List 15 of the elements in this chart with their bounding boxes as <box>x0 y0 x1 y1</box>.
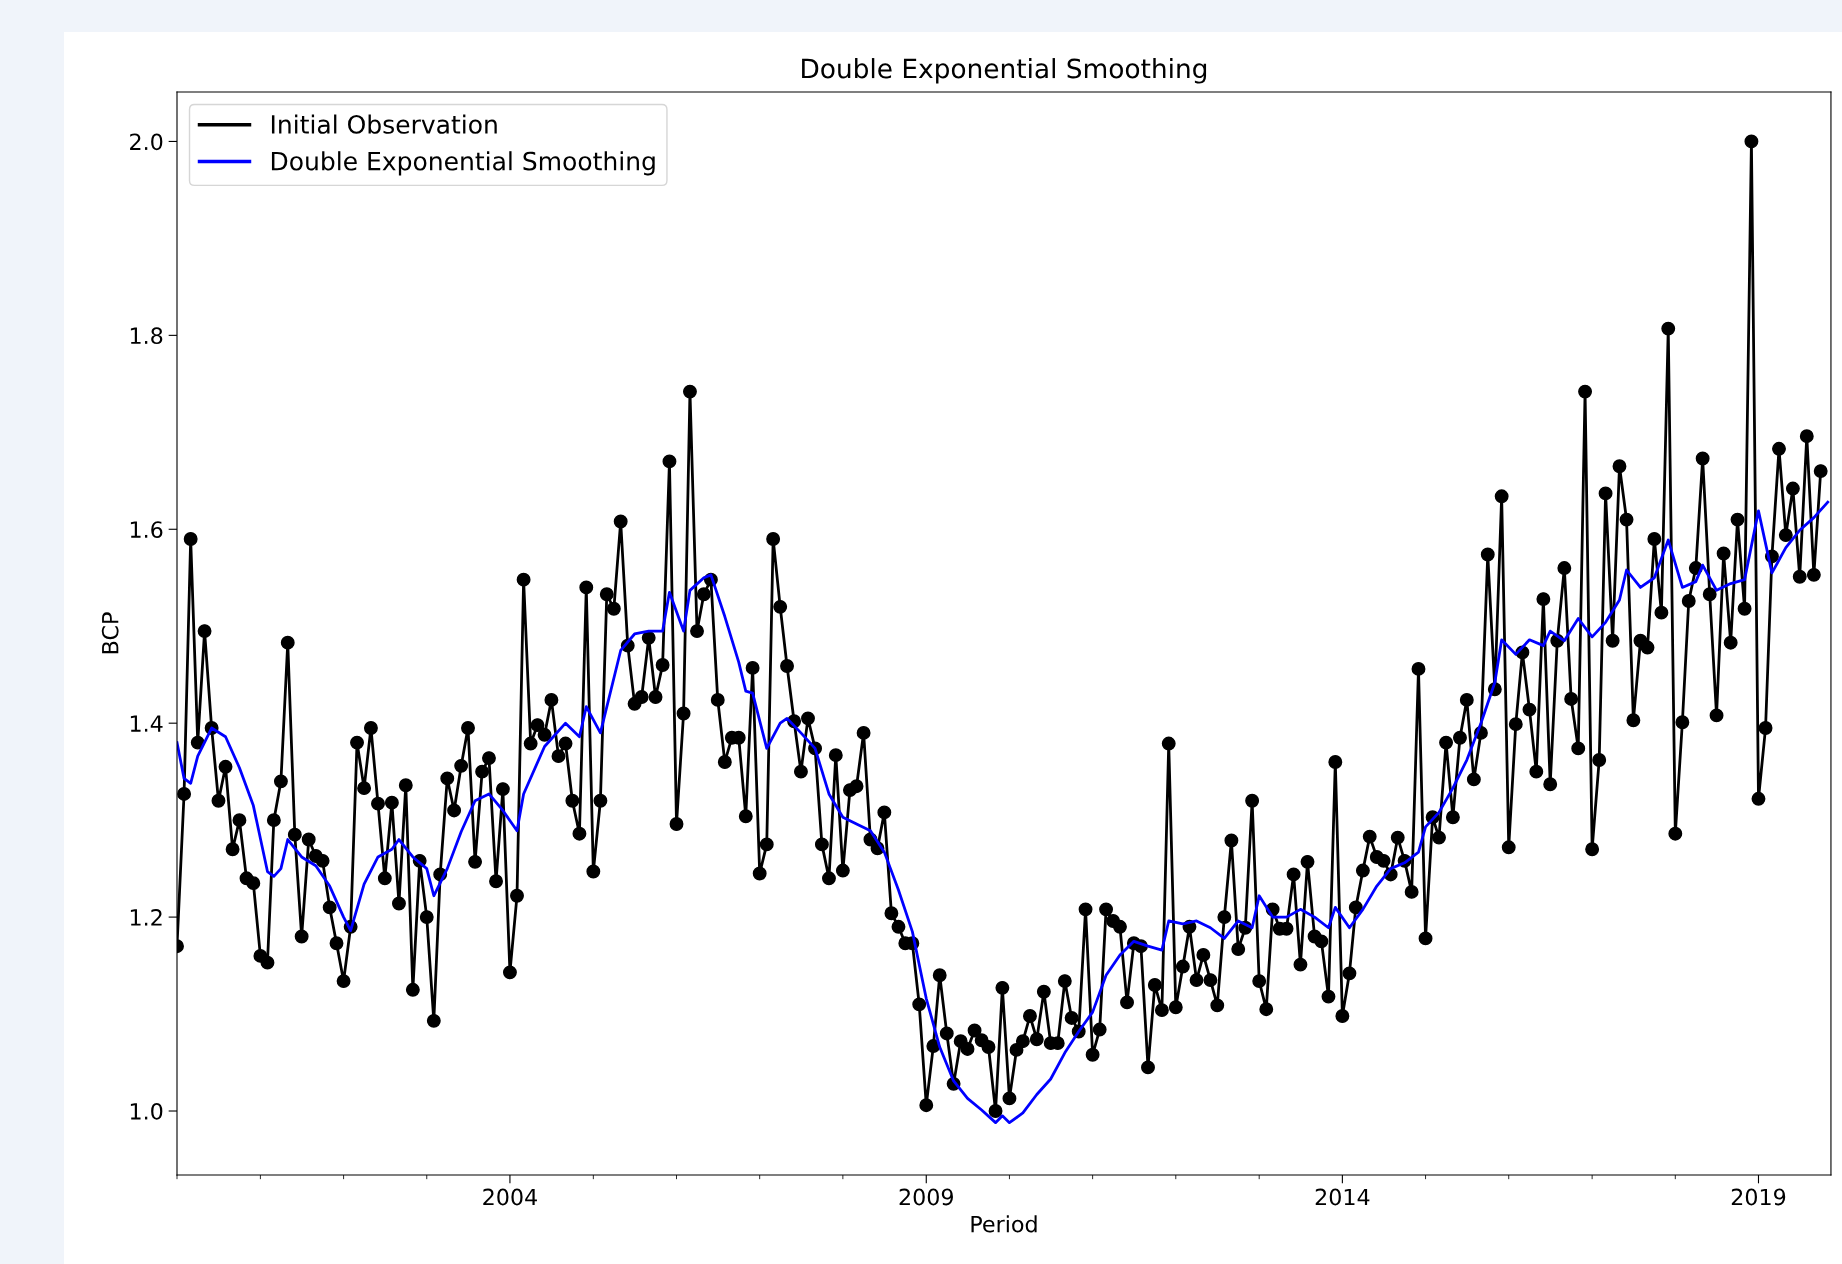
y-tick-label: 2.0 <box>130 133 163 151</box>
x-axis-title: Period <box>971 1215 1037 1233</box>
y-tick-label: 1.2 <box>130 909 162 926</box>
x-tick-label: 2014 <box>1315 1188 1370 1206</box>
y-tick-label: 1.4 <box>130 715 163 732</box>
x-tick-label: 2019 <box>1731 1188 1786 1206</box>
y-axis-title: BCP <box>101 612 119 654</box>
legend-label: Initial Observation <box>271 114 497 134</box>
x-tick-label: 2004 <box>483 1188 537 1206</box>
chart-title: Double Exponential Smoothing <box>802 58 1207 84</box>
y-tick-label: 1.0 <box>130 1102 163 1120</box>
x-tick-label: 2009 <box>899 1188 953 1206</box>
legend-label: Double Exponential Smoothing <box>271 151 655 176</box>
y-tick-label: 1.8 <box>130 327 163 345</box>
y-tick-label: 1.6 <box>130 521 163 539</box>
